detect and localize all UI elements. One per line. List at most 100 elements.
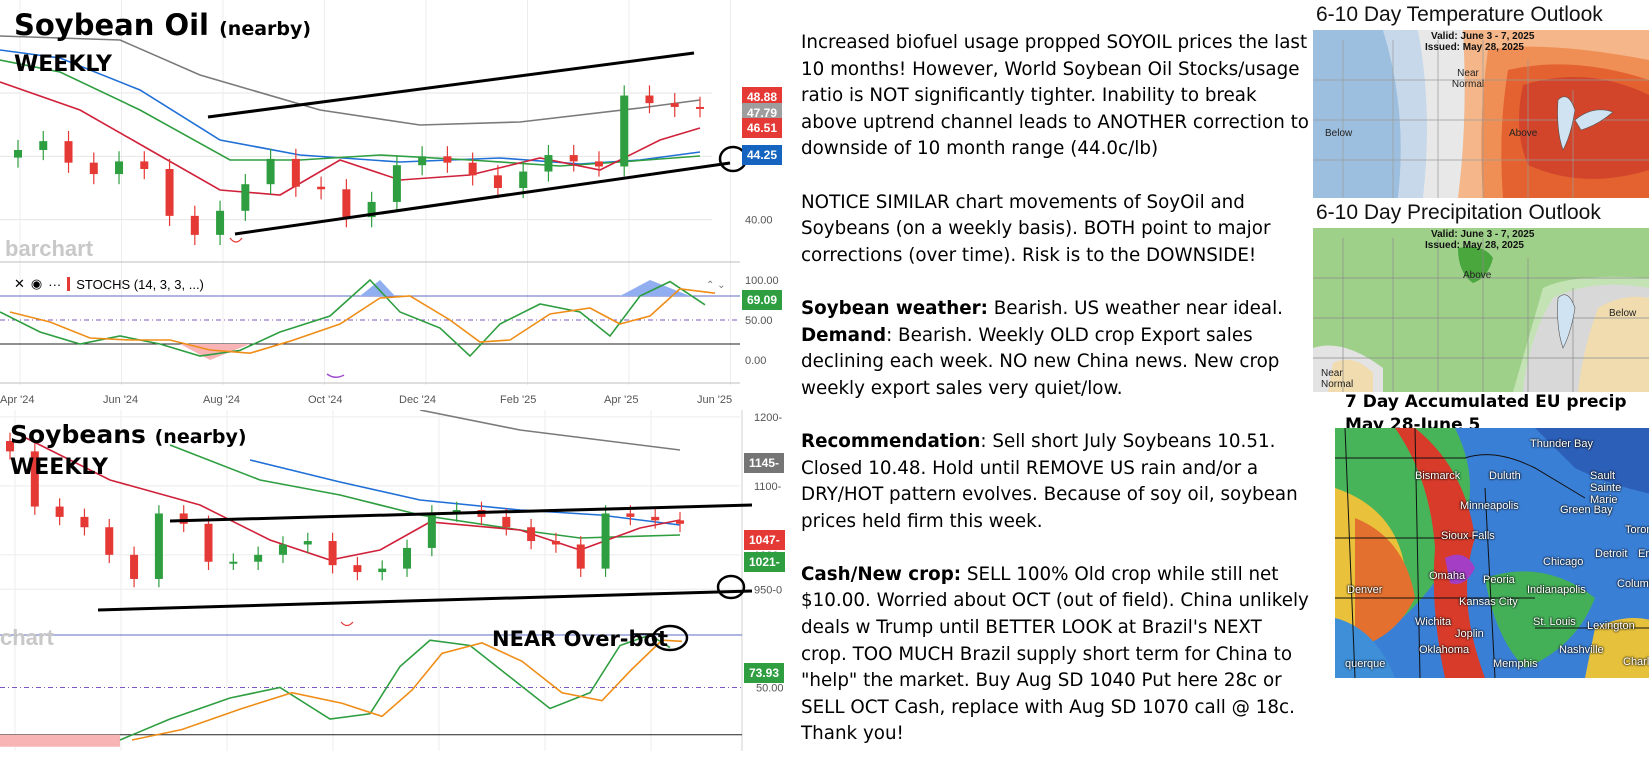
price-candle [216,210,225,235]
price-candle [342,189,351,218]
soybeans-price-badge: 1021- [744,552,785,572]
stoch-axis-label: 100.00 [745,275,779,287]
eu-city-label: Toronto [1625,524,1649,536]
soybeans-price-badge: 1047- [744,530,785,550]
commentary-p1: Increased biofuel usage propped SOYOIL p… [801,32,1309,160]
temp-issued: Issued: May 28, 2025 [1425,42,1524,53]
eu-city-label: Joplin [1455,628,1484,640]
indicator-marker [326,373,345,378]
price-candle [317,186,326,190]
soybeans-title: Soybeans (nearby) [10,420,247,449]
sma-20-line [0,81,701,196]
price-candle [204,523,213,562]
price-candle [140,161,149,169]
demand-label: Demand [801,324,887,346]
eu-city-label: Indianapolis [1527,584,1586,596]
market-commentary: Increased biofuel usage propped SOYOIL p… [801,30,1311,775]
price-candle [620,95,629,167]
eu-city-label: Duluth [1489,470,1521,482]
more-icon[interactable]: ··· [48,276,62,292]
price-candle [190,215,199,235]
precipitation-outlook-map: 6-10 Day Precipitation Outlook Valid: Ju… [1313,198,1649,392]
temp-outlook-title: 6-10 Day Temperature Outlook [1316,3,1603,26]
eu-city-label: Green Bay [1560,504,1613,516]
price-candle [594,161,603,167]
support-circle [716,574,746,600]
price-axis-label: 40.00 [745,215,773,227]
eu-precip-map: 7 Day Accumulated EU precip May 28-June … [1313,392,1649,751]
price-candle [696,106,704,109]
price-candle [367,201,376,218]
price-candle [645,95,654,104]
price-candle [80,516,89,528]
commentary-recommendation: Recommendation: Sell short July Soybeans… [801,429,1311,535]
soybeans-period: WEEKLY [10,455,108,480]
eu-precip-map-image [1335,428,1649,678]
precip-map-image [1313,228,1649,392]
eu-city-label: querque [1345,658,1386,670]
eu-city-label: Omaha [1429,570,1466,582]
price-candle [519,171,528,188]
commentary-cash: Cash/New crop: SELL 100% Old crop while … [801,562,1311,748]
date-axis-label: Jun '24 [103,394,138,406]
price-candle [105,527,114,555]
eu-city-label: Detroit [1595,548,1628,560]
soyoil-title-sub: (nearby) [219,18,312,40]
date-axis-label: Apr '25 [604,394,639,406]
soyoil-title: Soybean Oil (nearby) [14,8,311,42]
close-icon[interactable]: ✕ [14,276,25,291]
eu-city-label: Oklahoma [1419,644,1470,656]
date-axis-label: Aug '24 [203,394,240,406]
price-candle [30,451,39,507]
price-candle [278,544,287,555]
precip-label-above: Above [1463,270,1492,281]
price-candle [6,441,14,452]
soyoil-watermark: barchart [5,236,94,261]
price-candle [353,565,362,573]
sma-200-line [0,35,701,126]
price-candle [676,520,684,524]
stoch-k-line [0,278,706,358]
precip-issued: Issued: May 28, 2025 [1425,240,1524,251]
eu-city-label: Memphis [1493,658,1538,670]
soybeans-stoch-price-badge: 73.93 [744,663,785,683]
eye-icon[interactable]: ◉ [30,276,43,291]
soyoil-price-badge: 46.51 [742,118,783,138]
price-candle [544,155,553,172]
upper-channel-line [169,503,753,523]
temp-label-below: Below [1325,128,1353,139]
price-candle [670,103,679,107]
rec-text: : Sell short July Soybeans 10.51. Closed… [801,430,1298,532]
eu-city-label: Sioux Falls [1441,530,1495,542]
price-candle [392,165,401,202]
price-candle [502,516,511,528]
eu-city-label: Thunder Bay [1530,438,1593,450]
soybeans-chart-panel: 1200-1100-1000-950-050.00 Soybeans (near… [0,410,790,751]
price-candle [39,141,48,150]
price-candle [576,544,585,569]
temp-label-above: Above [1509,128,1538,139]
price-candle [14,150,22,158]
price-candle [527,527,536,542]
eu-city-label: Sault Sainte Marie [1590,470,1622,506]
price-candle [154,513,163,579]
indicator-color-swatch [67,277,71,291]
soyoil-indicator-label: STOCHS (14, 3, 3, ...) [76,276,204,292]
price-candle [115,161,124,175]
price-candle [418,156,427,166]
lower-channel-line [234,161,731,236]
temp-valid: Valid: June 3 - 7, 2025 [1431,31,1535,42]
stoch-axis-label: 0.00 [745,355,766,367]
price-candle [179,513,188,524]
stoch-axis-label: 50.00 [745,315,773,327]
price-candle [266,158,275,185]
soyoil-indicator-header: ✕ ◉ ··· STOCHS (14, 3, 3, ...) [14,276,204,292]
date-axis-label: Feb '25 [500,394,536,406]
eu-city-label: Lexington [1587,620,1635,632]
low-marker [340,621,354,627]
price-candle [254,554,263,562]
soyoil-stoch-price-badge: 69.09 [742,290,783,310]
price-candle [468,162,477,176]
precip-label-near-normal: Near Normal [1321,368,1354,390]
